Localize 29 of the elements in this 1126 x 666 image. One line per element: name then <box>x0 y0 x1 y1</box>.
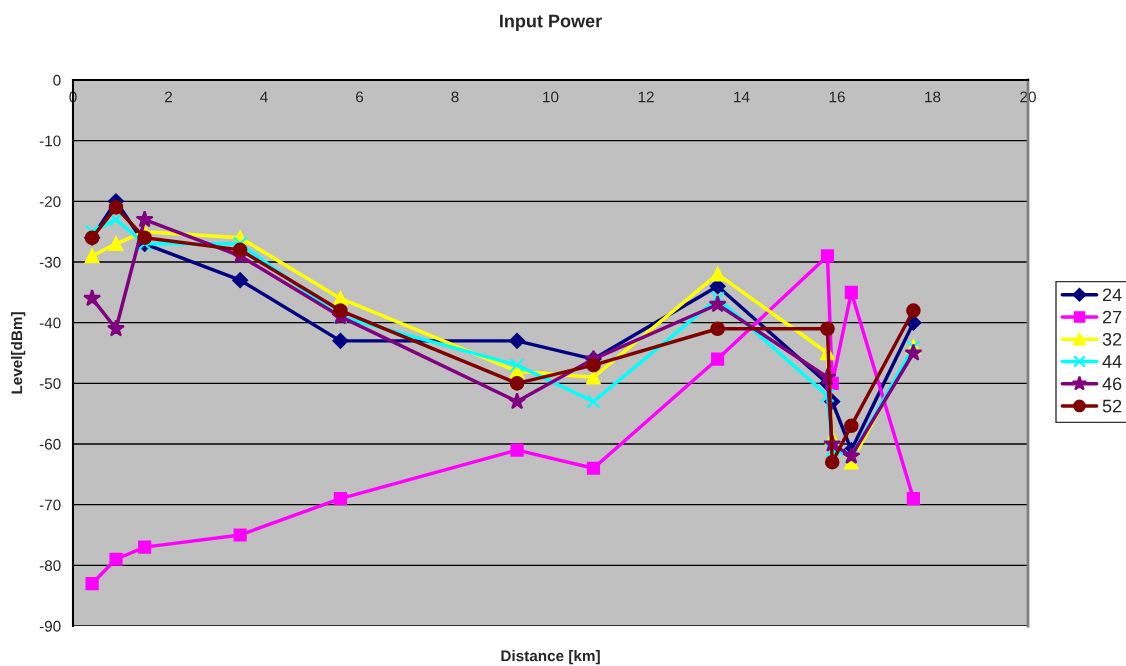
x-tick-label: 20 <box>1020 91 1036 103</box>
legend-label: 52 <box>1102 399 1122 413</box>
y-axis-title: Level[dBm] <box>11 312 26 394</box>
x-tick-label: 6 <box>356 91 364 103</box>
legend-label: 32 <box>1102 332 1122 346</box>
y-tick-label: -20 <box>39 196 61 208</box>
x-tick-label: 8 <box>451 91 459 103</box>
y-tick-label: -10 <box>39 135 61 147</box>
x-tick-label: 2 <box>165 91 172 103</box>
y-tick-label: -60 <box>39 438 61 450</box>
y-tick-label: -50 <box>39 378 61 390</box>
legend-label: 27 <box>1102 310 1122 324</box>
x-tick-label: 10 <box>543 91 559 103</box>
x-axis-title: Distance [km] <box>501 650 600 665</box>
y-tick-label: -70 <box>39 499 61 511</box>
y-tick-label: -90 <box>39 620 61 632</box>
x-tick-label: 18 <box>925 91 941 103</box>
x-tick-label: 16 <box>829 91 845 103</box>
y-tick-label: -80 <box>39 560 61 572</box>
chart-title: Input Power <box>500 14 602 31</box>
legend-label: 46 <box>1102 377 1122 391</box>
legend-label: 24 <box>1102 288 1122 302</box>
y-tick-label: 0 <box>53 74 61 86</box>
y-tick-label: -40 <box>39 317 61 329</box>
x-tick-label: 4 <box>260 91 268 103</box>
legend-label: 44 <box>1102 355 1122 368</box>
y-tick-label: -30 <box>39 256 61 268</box>
x-tick-label: 12 <box>638 91 654 103</box>
x-tick-label: 14 <box>734 91 750 103</box>
